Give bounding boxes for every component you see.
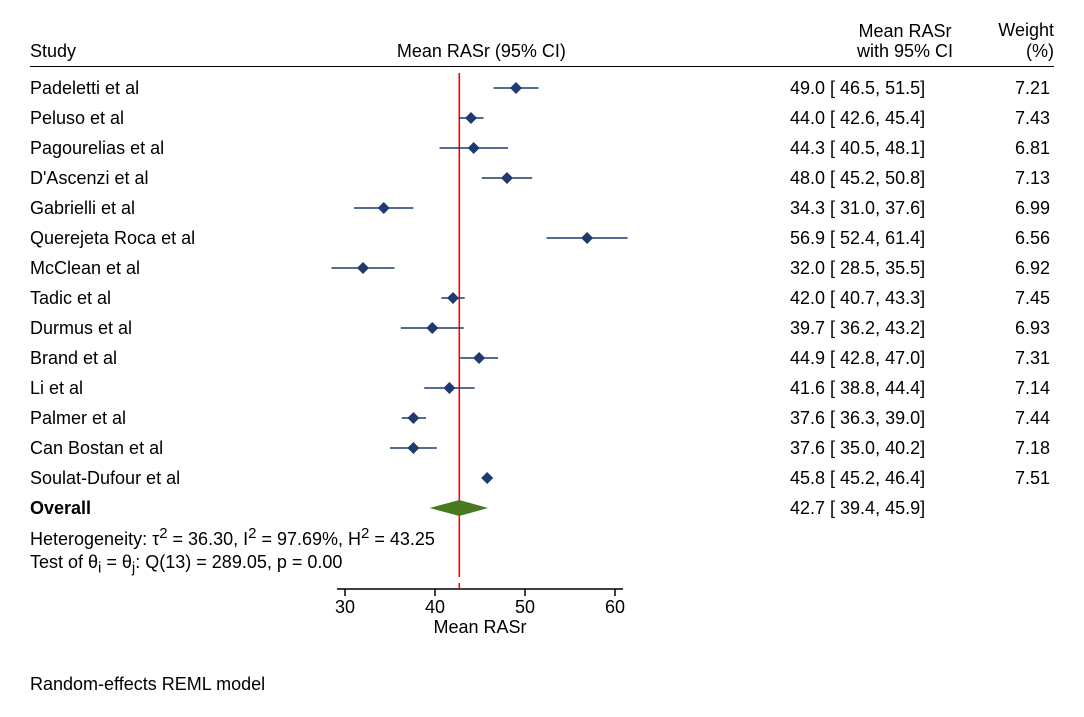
ci-value: 45.8 [ 45.2, 46.4] <box>790 468 970 489</box>
ci-value: 32.0 [ 28.5, 35.5] <box>790 258 970 279</box>
footer-note: Random-effects REML model <box>30 674 1054 695</box>
weight-value: 7.13 <box>970 168 1050 189</box>
test-line: Test of θi = θj: Q(13) = 289.05, p = 0.0… <box>30 552 1054 577</box>
header-ci-line1: Mean RASr <box>826 21 984 42</box>
header-row: Study Mean RASr (95% CI) Mean RASr with … <box>30 20 1054 62</box>
ci-value: 44.9 [ 42.8, 47.0] <box>790 348 970 369</box>
plot-cell <box>300 343 790 373</box>
plot-cell <box>300 223 790 253</box>
plot-cell <box>300 493 790 523</box>
study-row: Palmer et al 37.6 [ 36.3, 39.0]7.44 <box>30 403 1054 433</box>
ci-value: 44.0 [ 42.6, 45.4] <box>790 108 970 129</box>
study-name: Pagourelias et al <box>30 138 300 159</box>
plot-cell <box>300 253 790 283</box>
ci-value: 39.7 [ 36.2, 43.2] <box>790 318 970 339</box>
study-row: McClean et al 32.0 [ 28.5, 35.5]6.92 <box>30 253 1054 283</box>
forest-plot: Study Mean RASr (95% CI) Mean RASr with … <box>30 20 1054 638</box>
study-name: Gabrielli et al <box>30 198 300 219</box>
weight-value: 7.44 <box>970 408 1050 429</box>
weight-value: 7.18 <box>970 438 1050 459</box>
study-row: Padeletti et al 49.0 [ 46.5, 51.5]7.21 <box>30 73 1054 103</box>
study-row: Querejeta Roca et al 56.9 [ 52.4, 61.4]6.… <box>30 223 1054 253</box>
study-name: Li et al <box>30 378 300 399</box>
study-name: Durmus et al <box>30 318 300 339</box>
study-row: Can Bostan et al 37.6 [ 35.0, 40.2]7.18 <box>30 433 1054 463</box>
overall-label: Overall <box>30 498 300 519</box>
ci-value: 37.6 [ 36.3, 39.0] <box>790 408 970 429</box>
weight-value: 7.21 <box>970 78 1050 99</box>
header-ci-line2: with 95% CI <box>826 41 984 62</box>
plot-cell <box>300 103 790 133</box>
header-plot: Mean RASr (95% CI) <box>267 41 826 62</box>
axis-svg: 30 40 50 60 Mean RASr <box>300 583 790 638</box>
overall-row: Overall 42.7 [ 39.4, 45.9] <box>30 493 1054 523</box>
study-row: Pagourelias et al 44.3 [ 40.5, 48.1]6.81 <box>30 133 1054 163</box>
study-name: Tadic et al <box>30 288 300 309</box>
weight-value: 7.45 <box>970 288 1050 309</box>
plot-cell <box>300 313 790 343</box>
svg-text:60: 60 <box>605 597 625 617</box>
study-name: Querejeta Roca et al <box>30 228 300 249</box>
study-name: Palmer et al <box>30 408 300 429</box>
header-rule <box>30 66 1054 67</box>
ci-value: 56.9 [ 52.4, 61.4] <box>790 228 970 249</box>
plot-cell <box>300 133 790 163</box>
plot-cell <box>300 433 790 463</box>
svg-text:40: 40 <box>425 597 445 617</box>
plot-cell <box>300 163 790 193</box>
study-name: Padeletti et al <box>30 78 300 99</box>
study-row: Durmus et al 39.7 [ 36.2, 43.2]6.93 <box>30 313 1054 343</box>
weight-value: 6.92 <box>970 258 1050 279</box>
header-weight: Weight (%) <box>984 20 1054 62</box>
study-row: Peluso et al 44.0 [ 42.6, 45.4]7.43 <box>30 103 1054 133</box>
weight-value: 6.81 <box>970 138 1050 159</box>
study-row: Brand et al 44.9 [ 42.8, 47.0]7.31 <box>30 343 1054 373</box>
weight-value: 7.43 <box>970 108 1050 129</box>
ci-value: 41.6 [ 38.8, 44.4] <box>790 378 970 399</box>
header-study: Study <box>30 41 267 62</box>
study-row: Tadic et al 42.0 [ 40.7, 43.3]7.45 <box>30 283 1054 313</box>
header-ci: Mean RASr with 95% CI <box>826 21 984 62</box>
ci-value: 44.3 [ 40.5, 48.1] <box>790 138 970 159</box>
plot-cell <box>300 373 790 403</box>
ci-value: 34.3 [ 31.0, 37.6] <box>790 198 970 219</box>
svg-text:Mean RASr: Mean RASr <box>433 617 526 637</box>
study-row: Gabrielli et al 34.3 [ 31.0, 37.6]6.99 <box>30 193 1054 223</box>
rows-container: Padeletti et al 49.0 [ 46.5, 51.5]7.21 Pel… <box>30 73 1054 577</box>
study-name: McClean et al <box>30 258 300 279</box>
weight-value: 6.93 <box>970 318 1050 339</box>
ci-value: 37.6 [ 35.0, 40.2] <box>790 438 970 459</box>
study-name: Peluso et al <box>30 108 300 129</box>
study-name: D'Ascenzi et al <box>30 168 300 189</box>
study-row: Li et al 41.6 [ 38.8, 44.4]7.14 <box>30 373 1054 403</box>
study-row: D'Ascenzi et al 48.0 [ 45.2, 50.8]7.13 <box>30 163 1054 193</box>
overall-ci: 42.7 [ 39.4, 45.9] <box>790 498 970 519</box>
svg-text:50: 50 <box>515 597 535 617</box>
weight-value: 7.31 <box>970 348 1050 369</box>
ci-value: 48.0 [ 45.2, 50.8] <box>790 168 970 189</box>
plot-cell <box>300 193 790 223</box>
ci-value: 49.0 [ 46.5, 51.5] <box>790 78 970 99</box>
weight-value: 6.99 <box>970 198 1050 219</box>
study-name: Soulat-Dufour et al <box>30 468 300 489</box>
ci-value: 42.0 [ 40.7, 43.3] <box>790 288 970 309</box>
weight-value: 7.51 <box>970 468 1050 489</box>
study-row: Soulat-Dufour et al 45.8 [ 45.2, 46.4]7.5… <box>30 463 1054 493</box>
study-name: Can Bostan et al <box>30 438 300 459</box>
weight-value: 7.14 <box>970 378 1050 399</box>
plot-cell <box>300 283 790 313</box>
study-name: Brand et al <box>30 348 300 369</box>
plot-cell <box>300 403 790 433</box>
plot-cell <box>300 463 790 493</box>
weight-value: 6.56 <box>970 228 1050 249</box>
svg-text:30: 30 <box>335 597 355 617</box>
axis-zone: 30 40 50 60 Mean RASr <box>30 583 1054 638</box>
plot-cell <box>300 73 790 103</box>
heterogeneity-line: Heterogeneity: τ2 = 36.30, I2 = 97.69%, … <box>30 525 1054 550</box>
